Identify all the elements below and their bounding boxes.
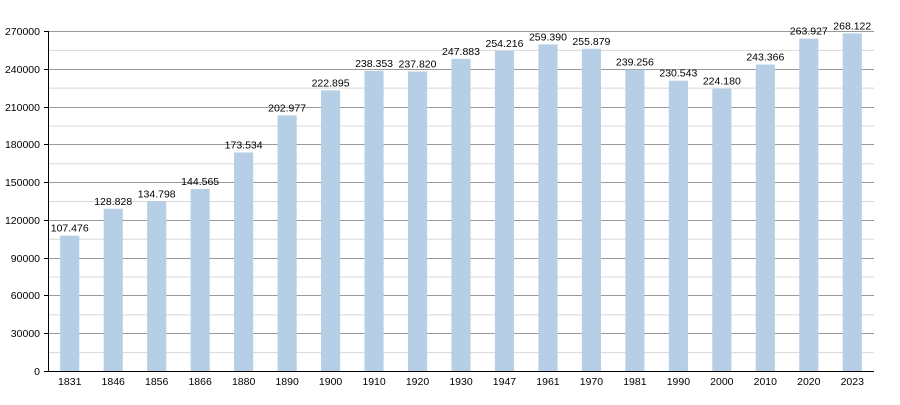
bar-value-label: 224.180 [703, 76, 741, 88]
x-tick-label: 1856 [145, 376, 169, 388]
y-tick-label: 90000 [11, 253, 40, 265]
x-tick-label: 2000 [710, 376, 734, 388]
bar-value-label: 243.366 [746, 52, 784, 64]
bar-value-label: 134.798 [138, 188, 176, 200]
bar-value-label: 238.353 [355, 58, 393, 70]
x-tick-label: 1920 [406, 376, 430, 388]
x-tick-label: 1970 [580, 376, 604, 388]
y-tick-label: 30000 [11, 328, 40, 340]
x-tick-label: 1910 [362, 376, 386, 388]
bar-value-label: 144.565 [181, 176, 219, 188]
axes: 0 30000 60000 90000 120000 150000 180000 210000… [5, 26, 874, 388]
bar [103, 208, 123, 371]
bar-value-label: 254.216 [485, 38, 523, 50]
bar [712, 88, 732, 372]
bar-value-label: 255.879 [572, 36, 610, 48]
bar [581, 48, 601, 371]
bar [668, 80, 688, 372]
bar [407, 71, 428, 372]
x-tick-label: 1990 [667, 376, 691, 388]
y-tick-label: 150000 [5, 177, 40, 189]
x-tick-label: 1866 [188, 376, 212, 388]
bar-value-label: 263.927 [790, 26, 828, 38]
x-tick-label: 2020 [797, 376, 821, 388]
value-labels: 107.476 128.828 134.798 144.565 173.534 202.9… [51, 20, 872, 234]
x-tick-label: 1890 [275, 376, 299, 388]
bar [234, 152, 254, 371]
y-tick-label: 240000 [5, 64, 40, 76]
y-tick-label: 60000 [11, 290, 40, 302]
bar [451, 58, 471, 371]
y-tick-label: 270000 [5, 26, 40, 38]
y-tick-label: 0 [34, 366, 40, 378]
bar [494, 50, 515, 371]
bar [364, 70, 384, 371]
y-tick-label: 120000 [5, 215, 40, 227]
x-tick-label: 1831 [58, 376, 82, 388]
bar [147, 201, 167, 371]
bar-value-label: 230.543 [659, 68, 697, 80]
x-tick-label: 1947 [493, 376, 517, 388]
bar-value-label: 107.476 [51, 223, 89, 235]
bar-value-label: 202.977 [268, 102, 306, 114]
bar-value-label: 237.820 [399, 59, 437, 71]
bar [277, 115, 297, 372]
bar-value-label: 268.122 [833, 20, 871, 32]
bars [60, 33, 862, 372]
bar-value-label: 239.256 [616, 57, 654, 69]
x-tick-label: 1930 [449, 376, 473, 388]
y-tick-label: 210000 [5, 102, 40, 114]
x-tick-label: 1961 [536, 376, 560, 388]
bar [625, 69, 645, 372]
x-tick-label: 2023 [841, 376, 865, 388]
bar [755, 64, 775, 371]
y-tick-label: 180000 [5, 139, 40, 151]
bar [799, 38, 819, 371]
x-tick-label: 1846 [102, 376, 126, 388]
bar-value-label: 222.895 [312, 77, 350, 89]
bar [190, 188, 210, 371]
bar-value-label: 247.883 [442, 46, 480, 58]
bar-value-label: 259.390 [529, 31, 567, 43]
x-tick-label: 1880 [232, 376, 256, 388]
x-tick-label: 2010 [754, 376, 778, 388]
bar-value-label: 128.828 [94, 196, 132, 208]
x-tick-label: 1900 [319, 376, 343, 388]
bar [842, 33, 862, 371]
bar-value-label: 173.534 [225, 139, 263, 151]
x-tick-label: 1981 [623, 376, 647, 388]
bar [60, 235, 80, 371]
bar [321, 90, 341, 371]
bar [538, 44, 558, 371]
